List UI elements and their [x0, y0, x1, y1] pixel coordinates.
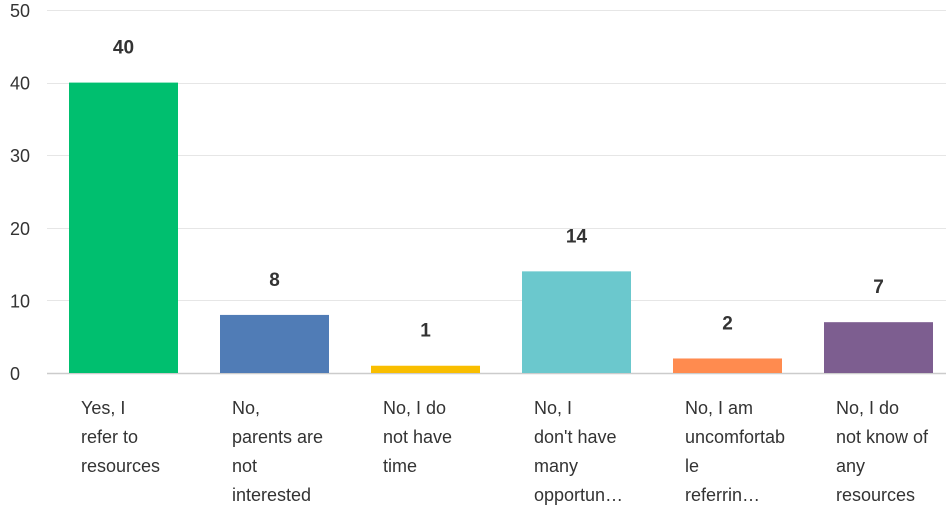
- category-label-line: referrin…: [685, 485, 760, 505]
- category-label-line: interested: [232, 485, 311, 505]
- category-label-line: uncomfortab: [685, 427, 785, 447]
- gridlines: [47, 10, 946, 375]
- data-label: 8: [269, 270, 280, 291]
- bar: [824, 322, 933, 373]
- data-label: 7: [873, 277, 884, 298]
- category-label-line: time: [383, 456, 417, 476]
- category-label-line: No, I am: [685, 398, 753, 418]
- bar: [220, 314, 329, 373]
- category-label-line: le: [685, 456, 699, 476]
- bar: [371, 365, 480, 373]
- category-label-line: resources: [836, 485, 915, 505]
- category-label: No, I don't have many opportun…: [534, 398, 623, 505]
- category-label-line: any: [836, 456, 865, 476]
- data-label: 1: [420, 321, 431, 342]
- category-label-line: No,: [232, 398, 260, 418]
- category-label-line: parents are: [232, 427, 323, 447]
- category-label-line: opportun…: [534, 485, 623, 505]
- data-label: 14: [566, 226, 588, 247]
- bar: [673, 358, 782, 373]
- category-label: No, I am uncomfortab le referrin…: [685, 398, 785, 505]
- bar: [522, 271, 631, 373]
- y-tick-label: 30: [10, 146, 30, 166]
- category-label-line: resources: [81, 456, 160, 476]
- category-label-line: Yes, I: [81, 398, 125, 418]
- category-label-line: many: [534, 456, 578, 476]
- category-label: Yes, I refer to resources: [81, 398, 160, 476]
- y-tick-label: 10: [10, 291, 30, 311]
- data-label: 40: [113, 38, 134, 59]
- category-label-line: not: [232, 456, 257, 476]
- category-label-line: No, I do: [383, 398, 446, 418]
- y-tick-label: 50: [10, 1, 30, 21]
- category-label: No, parents are not interested: [232, 398, 323, 505]
- category-label-line: not have: [383, 427, 452, 447]
- category-label-line: refer to: [81, 427, 138, 447]
- data-label: 2: [722, 313, 733, 334]
- bar: [69, 82, 178, 373]
- y-axis-ticks: 0 10 20 30 40 50: [10, 1, 30, 384]
- category-label: No, I do not know of any resources: [836, 398, 929, 505]
- category-label-line: No, I do: [836, 398, 899, 418]
- category-label-line: No, I: [534, 398, 572, 418]
- category-label: No, I do not have time: [383, 398, 452, 476]
- category-labels: Yes, I refer to resources No, parents are not…: [81, 398, 929, 505]
- y-tick-label: 20: [10, 219, 30, 239]
- category-label-line: not know of: [836, 427, 929, 447]
- y-tick-label: 0: [10, 364, 20, 384]
- y-tick-label: 40: [10, 74, 30, 94]
- category-label-line: don't have: [534, 427, 617, 447]
- bars: [69, 82, 933, 373]
